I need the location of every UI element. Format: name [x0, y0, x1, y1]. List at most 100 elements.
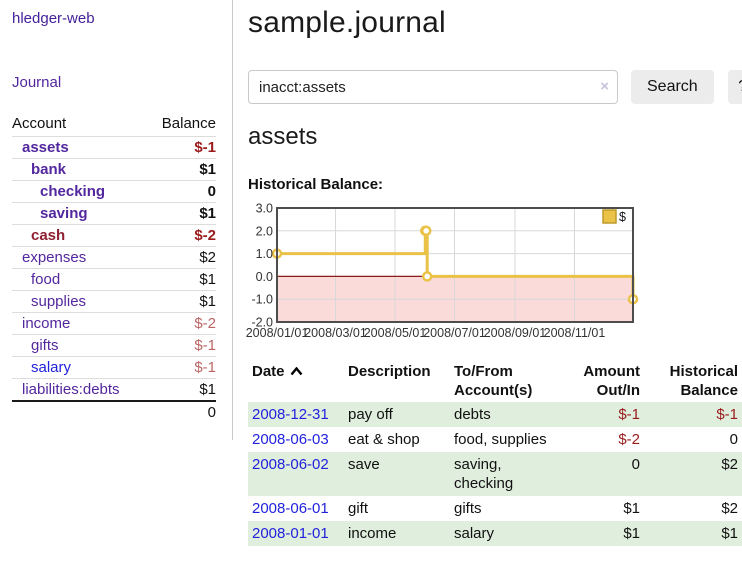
transaction-date-link[interactable]: 2008-06-02: [252, 456, 329, 473]
transaction-amount: $-1: [618, 406, 640, 423]
search-input[interactable]: [248, 70, 618, 104]
transaction-amount: $1: [623, 525, 640, 542]
x-tick-label: 2008/03/01: [304, 326, 367, 340]
account-cell: income: [12, 312, 148, 335]
transaction-amount: $-2: [618, 431, 640, 448]
transaction-row: 2008-06-03 eat & shop food, supplies $-2 0: [248, 427, 742, 452]
account-cell: cash: [12, 224, 148, 247]
y-tick-label: -1.0: [251, 293, 273, 307]
transaction-accounts: food, supplies: [454, 431, 547, 448]
y-tick-label: -2.0: [251, 316, 273, 330]
total-row: 0: [12, 400, 216, 423]
account-balance: $2: [147, 246, 216, 269]
page-title: sample.journal: [248, 6, 446, 39]
transaction-balance: $2: [721, 456, 738, 473]
account-cell: salary: [12, 356, 148, 379]
accounts-column-header: To/From Account(s): [454, 363, 533, 399]
transaction-date-cell: 2008-06-01: [248, 496, 344, 521]
register-table-body: 2008-12-31 pay off debts $-1 $-1 2008-06-03 ea…: [248, 402, 742, 546]
account-cell: bank: [12, 158, 148, 181]
transaction-date-link[interactable]: 2008-01-01: [252, 525, 329, 542]
transaction-date-link[interactable]: 2008-06-01: [252, 500, 329, 517]
transaction-balance: $-1: [716, 406, 738, 423]
account-cell: checking: [12, 180, 148, 203]
chart-title: Historical Balance:: [248, 176, 384, 193]
transaction-date-link[interactable]: 2008-06-03: [252, 431, 329, 448]
x-tick-label: 2008/05/01: [364, 326, 427, 340]
transaction-balance: 0: [729, 431, 738, 448]
x-tick-label: 2008/01/01: [246, 326, 309, 340]
x-tick-label: 2008/07/01: [423, 326, 486, 340]
account-column-header: Account: [12, 115, 67, 132]
account-link-expenses[interactable]: expenses: [22, 249, 87, 266]
sidebar-item-journal[interactable]: Journal: [12, 74, 62, 91]
transaction-balance: $2: [721, 500, 738, 517]
search-input-wrap: ×: [248, 70, 618, 104]
account-row: liabilities:debts $1: [12, 378, 216, 401]
account-row: income $-2: [12, 312, 216, 335]
account-link-checking[interactable]: checking: [40, 183, 106, 200]
account-heading: assets: [248, 123, 318, 150]
total-spacer: [12, 400, 148, 423]
account-balance: 0: [147, 180, 216, 203]
account-row: checking 0: [12, 180, 216, 203]
y-tick-label: 2.0: [256, 224, 273, 238]
main-content: sample.journal × Search ? assets Histori…: [248, 0, 742, 582]
sidebar: hledger-web Journal Account Balance asse…: [0, 0, 233, 440]
x-tick-label: 2008/11/01: [544, 326, 606, 340]
transaction-accounts: saving, checking: [454, 456, 514, 492]
y-tick-label: 1.0: [256, 247, 273, 261]
account-row: bank $1: [12, 158, 216, 181]
account-balance: $-2: [147, 312, 216, 335]
account-row: food $1: [12, 268, 216, 291]
transaction-date-link[interactable]: 2008-12-31: [252, 406, 329, 423]
date-column-header[interactable]: Date: [248, 360, 344, 402]
account-cell: saving: [12, 202, 148, 225]
account-balance: $1: [147, 290, 216, 313]
transaction-date-cell: 2008-12-31: [248, 402, 344, 427]
brand-link[interactable]: hledger-web: [12, 10, 95, 27]
transaction-description: pay off: [348, 406, 393, 423]
transaction-date-cell: 2008-06-02: [248, 452, 344, 496]
help-button[interactable]: ?: [727, 70, 742, 104]
account-link-salary[interactable]: salary: [31, 359, 72, 376]
y-tick-label: 0.0: [256, 270, 273, 284]
account-link-liabilities-debts[interactable]: liabilities:debts: [22, 381, 120, 398]
account-link-food[interactable]: food: [31, 271, 61, 288]
account-table-body: assets $-1 bank $1 checking 0 saving $1 cash $-2 e…: [12, 136, 216, 401]
account-row: salary $-1: [12, 356, 216, 379]
transaction-accounts: gifts: [454, 500, 482, 517]
account-cell: liabilities:debts: [12, 378, 148, 401]
account-link-cash[interactable]: cash: [31, 227, 66, 244]
account-table-header-row: Account Balance: [12, 112, 216, 137]
account-link-bank[interactable]: bank: [31, 161, 67, 178]
account-balance: $-1: [147, 334, 216, 357]
account-link-gifts[interactable]: gifts: [31, 337, 59, 354]
transaction-amount: $1: [623, 500, 640, 517]
date-header-label: Date: [252, 363, 285, 380]
balance-column-header-main: Historical Balance: [669, 363, 738, 399]
account-link-saving[interactable]: saving: [40, 205, 88, 222]
description-column-header: Description: [348, 363, 431, 380]
transaction-row: 2008-01-01 income salary $1 $1: [248, 521, 742, 546]
account-link-supplies[interactable]: supplies: [31, 293, 87, 310]
account-link-assets[interactable]: assets: [22, 139, 69, 156]
sort-ascending-icon: [290, 362, 303, 381]
transaction-description: eat & shop: [348, 431, 420, 448]
account-cell: supplies: [12, 290, 148, 313]
account-balance: $-1: [147, 136, 216, 159]
transaction-row: 2008-06-01 gift gifts $1 $2: [248, 496, 742, 521]
account-balance-table: Account Balance assets $-1 bank $1 checking 0…: [12, 112, 216, 423]
account-link-income[interactable]: income: [22, 315, 71, 332]
register-header-row: Date Description To/From Account(s) Amou…: [248, 360, 742, 402]
search-button[interactable]: Search: [631, 70, 714, 104]
account-row: saving $1: [12, 202, 216, 225]
account-cell: food: [12, 268, 148, 291]
search-form: × Search ?: [248, 70, 742, 104]
transaction-accounts: salary: [454, 525, 495, 542]
account-row: assets $-1: [12, 136, 216, 159]
transaction-description: income: [348, 525, 397, 542]
account-cell: assets: [12, 136, 148, 159]
clear-search-icon[interactable]: ×: [600, 78, 609, 95]
